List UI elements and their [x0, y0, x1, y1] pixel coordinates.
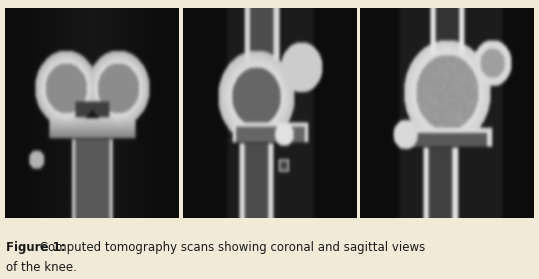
- Text: Figure 1:: Figure 1:: [6, 241, 66, 254]
- Text: Computed tomography scans showing coronal and sagittal views: Computed tomography scans showing corona…: [36, 241, 425, 254]
- Text: of the knee.: of the knee.: [6, 261, 77, 274]
